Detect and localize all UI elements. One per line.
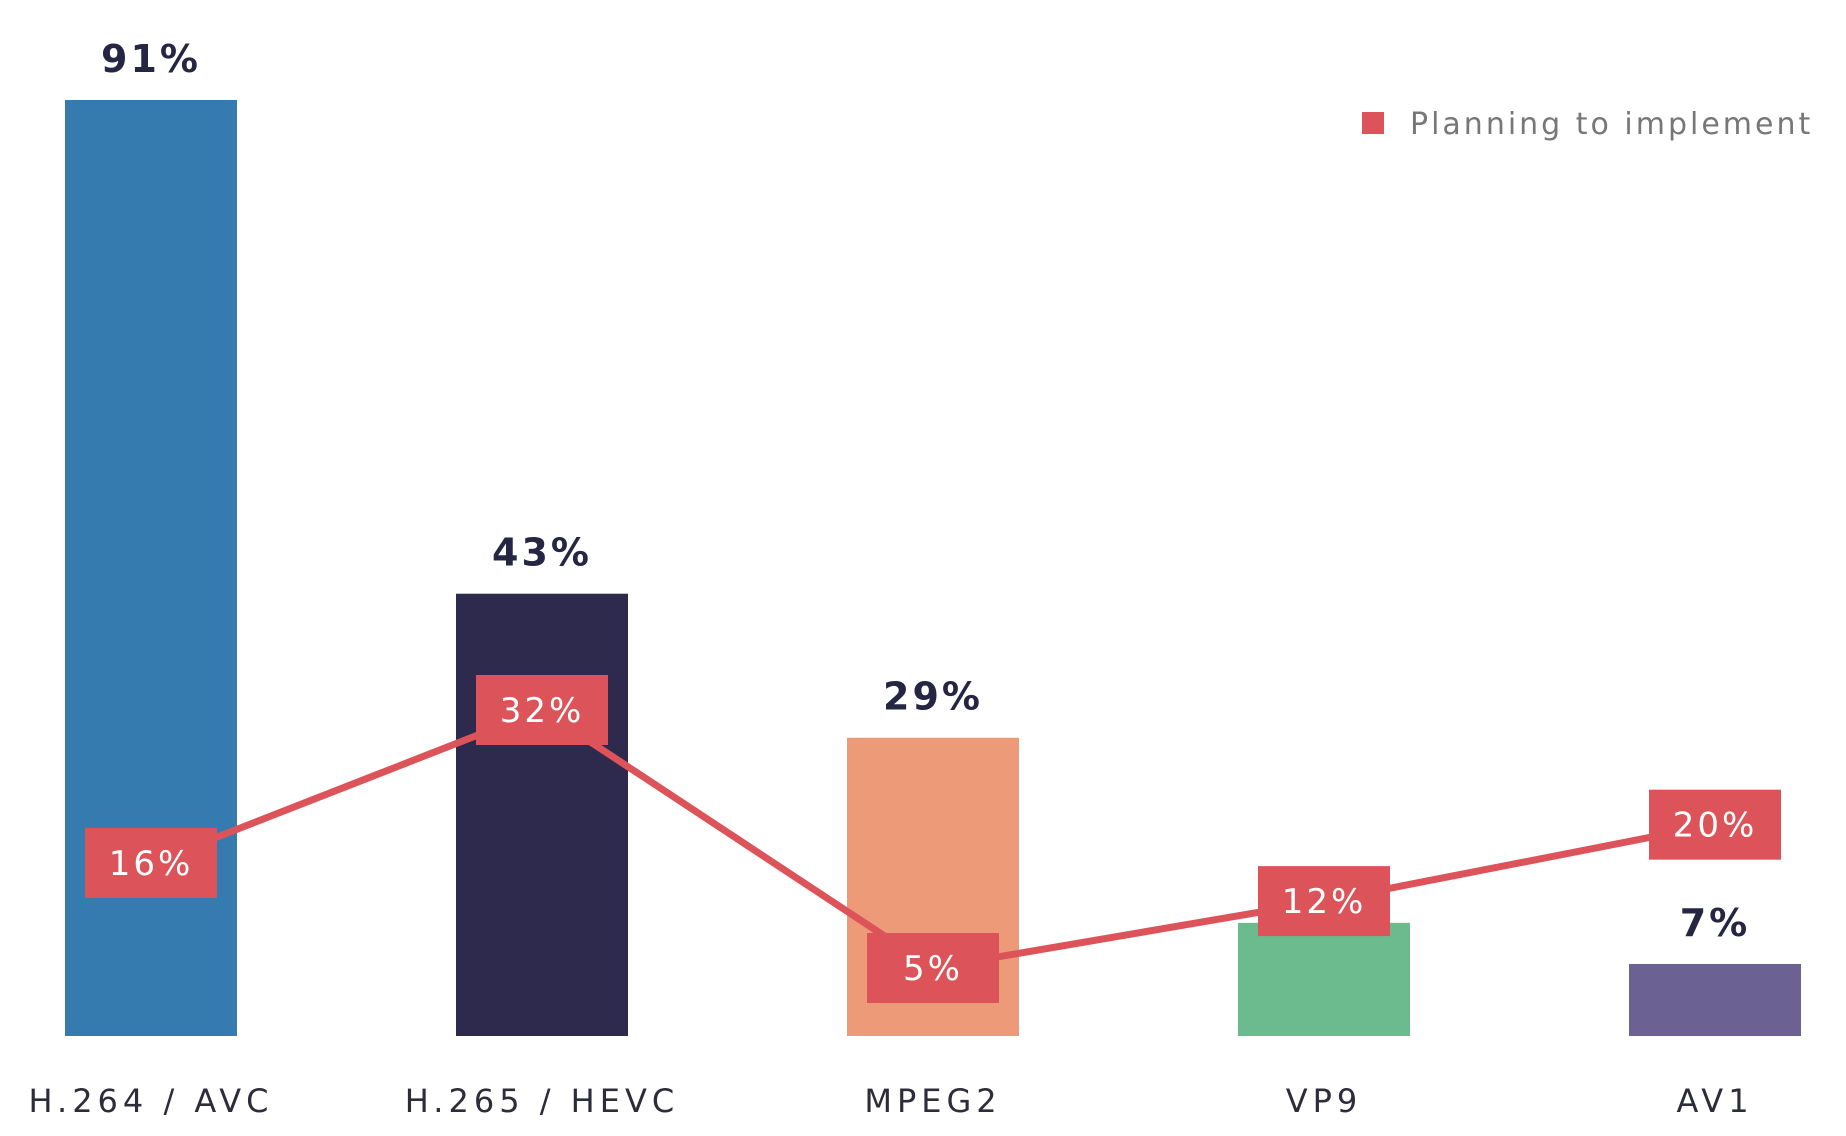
category-label-h-264-avc: H.264 / AVC [29, 1082, 274, 1120]
planning-marker-vp9: 12% [1258, 866, 1390, 937]
planning-marker-box-h-264-avc [85, 827, 217, 898]
planning-marker-box-mpeg2 [867, 933, 999, 1003]
category-labels: H.264 / AVC H.265 / HEVC MPEG2 VP9 AV1 [29, 1082, 1753, 1120]
planning-marker-box-vp9 [1258, 866, 1390, 937]
planning-value-vp9: 12% [1282, 882, 1367, 922]
planning-series-markers: 16% 32% 5% 12% 20% [85, 675, 1781, 1003]
planning-marker-av1: 20% [1649, 789, 1781, 860]
category-label-av1: AV1 [1676, 1082, 1753, 1120]
planning-value-h-265-hevc: 32% [500, 691, 585, 731]
bar-value-h-265-hevc: 43% [492, 531, 592, 575]
bar-value-av1: 7% [1680, 901, 1751, 945]
bar-value-h-264-avc: 91% [101, 37, 201, 81]
bar-vp9 [1238, 922, 1410, 1036]
category-label-mpeg2: MPEG2 [864, 1082, 1001, 1120]
planning-marker-box-h-265-hevc [476, 675, 608, 745]
bar-value-mpeg2: 29% [883, 675, 983, 719]
planning-value-av1: 20% [1673, 806, 1758, 846]
bar-h-265-hevc [456, 593, 628, 1036]
planning-value-h-264-avc: 16% [109, 844, 194, 884]
bars-group [65, 100, 1801, 1036]
bar-av1 [1629, 964, 1801, 1036]
planning-marker-h-264-avc: 16% [85, 827, 217, 898]
category-label-h-265-hevc: H.265 / HEVC [405, 1082, 679, 1120]
legend-label-planning: Planning to implement [1410, 107, 1813, 142]
planning-marker-mpeg2: 5% [867, 933, 999, 1003]
planning-marker-box-av1 [1649, 789, 1781, 860]
legend: Planning to implement [1362, 107, 1813, 142]
category-label-vp9: VP9 [1286, 1082, 1363, 1120]
planning-value-mpeg2: 5% [903, 949, 963, 989]
legend-swatch-planning [1362, 112, 1384, 134]
planning-marker-h-265-hevc: 32% [476, 675, 608, 745]
